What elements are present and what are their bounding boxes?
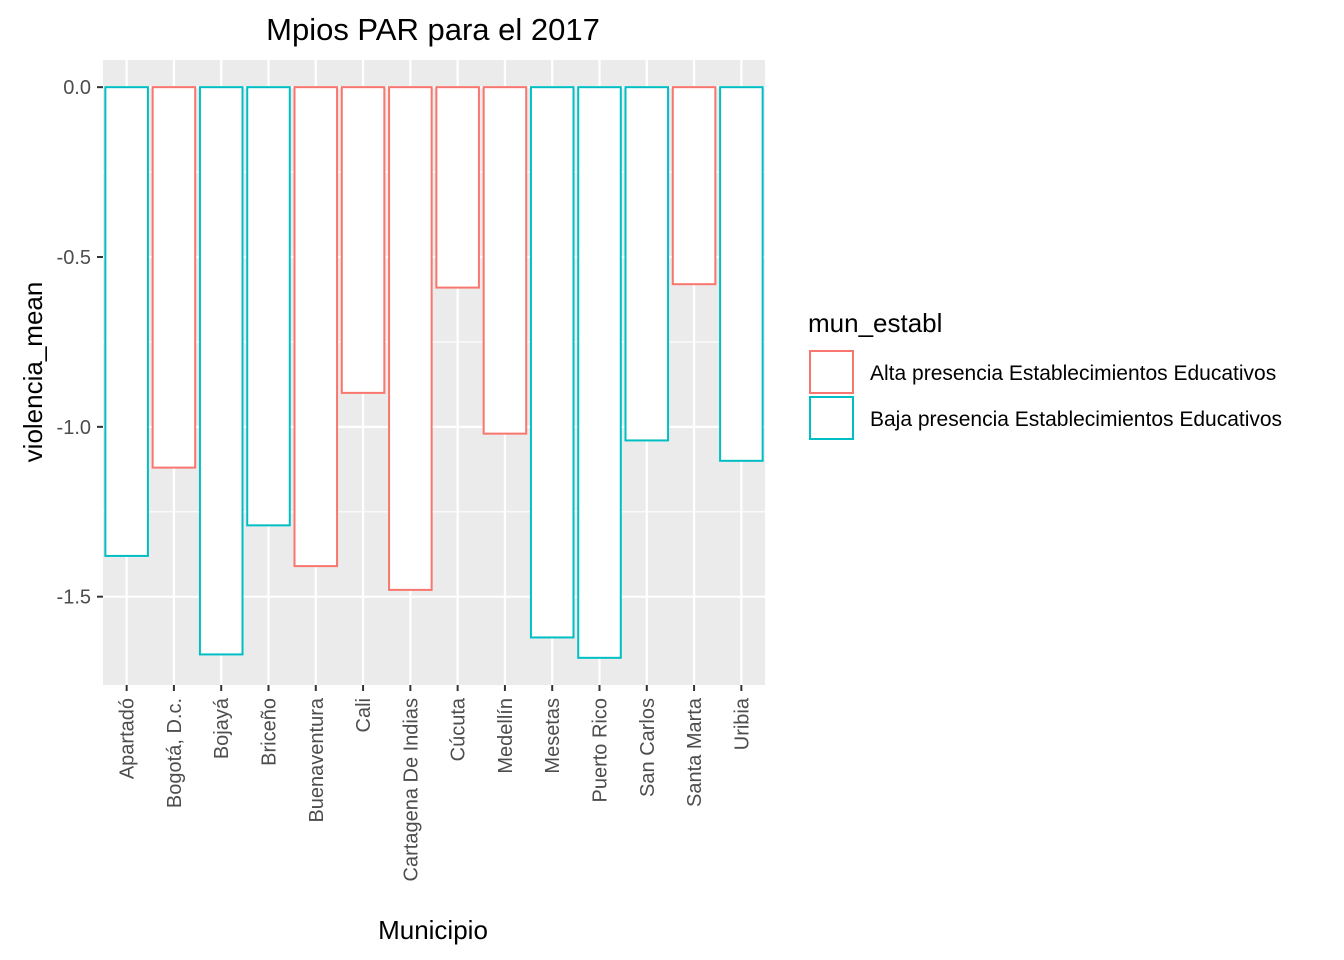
x-tick-label: Cali (353, 698, 375, 732)
legend-label: Alta presencia Establecimientos Educativ… (870, 362, 1276, 385)
x-tick-label: Mesetas (542, 698, 564, 774)
bar (151, 86, 197, 469)
y-tick-label: -1.0 (57, 417, 91, 439)
bar (388, 86, 433, 591)
bar (482, 86, 528, 435)
bar (577, 86, 622, 659)
x-tick-label: Apartadó (117, 698, 139, 779)
x-tick-label: Medellín (495, 698, 517, 774)
x-tick-label: Cartagena De Indias (400, 698, 422, 881)
y-tick-label: -1.5 (57, 587, 91, 609)
x-tick-label: Puerto Rico (590, 698, 612, 803)
legend: mun_establ Alta presencia Establecimient… (808, 308, 1282, 440)
legend-entries: Alta presencia Establecimientos Educativ… (809, 350, 1282, 440)
bar (246, 86, 291, 527)
y-axis: 0.0 -0.5 -1.0 -1.5 (57, 77, 103, 609)
x-axis: Apartadó Bogotá, D.c. Bojayá Briceño Buenave… (117, 685, 753, 881)
chart-title: Mpios PAR para el 2017 (266, 12, 600, 47)
bar (529, 86, 575, 639)
x-tick-label: Uribia (731, 697, 753, 750)
y-tick-label: 0.0 (63, 77, 91, 99)
x-tick-label: San Carlos (637, 698, 659, 797)
bar (198, 86, 244, 656)
y-tick-label: -0.5 (57, 247, 91, 269)
x-tick-label: Cúcuta (448, 697, 470, 761)
bar (293, 86, 339, 568)
legend-key (809, 396, 854, 440)
bar (340, 86, 386, 394)
x-tick-label: Bojayá (211, 697, 233, 759)
x-tick-label: Santa Marta (684, 697, 706, 807)
legend-label: Baja presencia Establecimientos Educativ… (870, 408, 1282, 431)
bar (719, 86, 764, 462)
bar (104, 86, 149, 557)
bar (671, 86, 717, 286)
legend-key (809, 350, 854, 394)
bars (104, 86, 764, 659)
x-tick-label: Buenaventura (306, 697, 328, 822)
y-axis-title: violencia_mean (18, 282, 48, 463)
bar (435, 86, 480, 289)
bar (624, 86, 670, 442)
legend-title: mun_establ (808, 308, 942, 338)
x-tick-label: Bogotá, D.c. (164, 698, 186, 808)
x-tick-label: Briceño (259, 698, 281, 766)
x-axis-title: Municipio (378, 915, 488, 945)
